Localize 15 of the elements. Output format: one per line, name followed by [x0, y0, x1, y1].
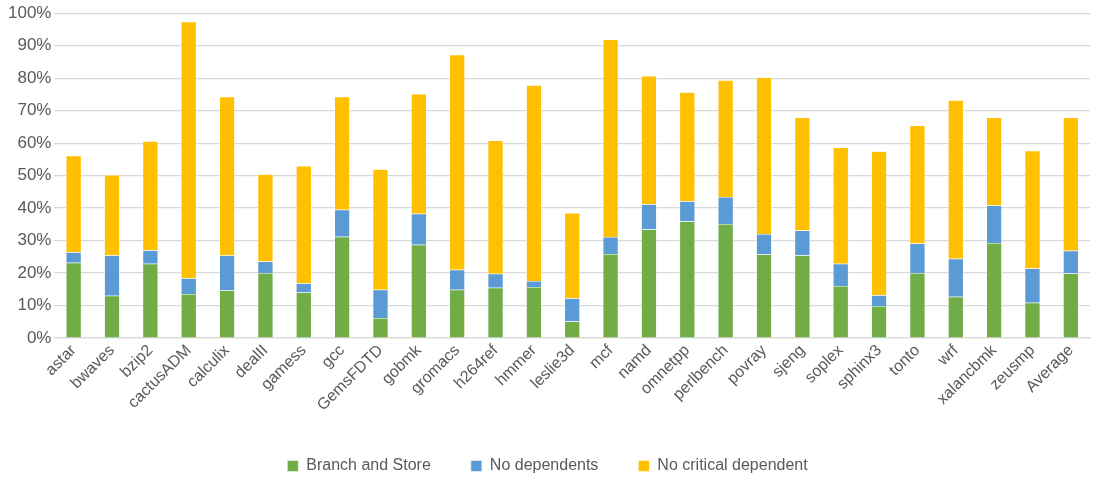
y-tick-label: 0%	[26, 327, 52, 347]
x-tick-label: mcf	[585, 340, 617, 372]
y-tick-label: 40%	[17, 197, 52, 217]
y-tick-label: 70%	[17, 100, 52, 120]
y-tick-label: 60%	[17, 132, 52, 152]
y-tick-label: 30%	[17, 230, 52, 250]
y-tick-label: 20%	[17, 262, 52, 282]
y-tick-label: 50%	[17, 165, 52, 185]
legend-label: No dependents	[489, 456, 599, 474]
y-tick-label: 100%	[8, 2, 52, 22]
legend-label: No critical dependent	[657, 456, 809, 474]
y-tick-label: 90%	[17, 35, 52, 55]
y-tick-label: 80%	[17, 67, 52, 87]
legend-label: Branch and Store	[306, 456, 431, 474]
y-tick-label: 10%	[17, 295, 52, 315]
